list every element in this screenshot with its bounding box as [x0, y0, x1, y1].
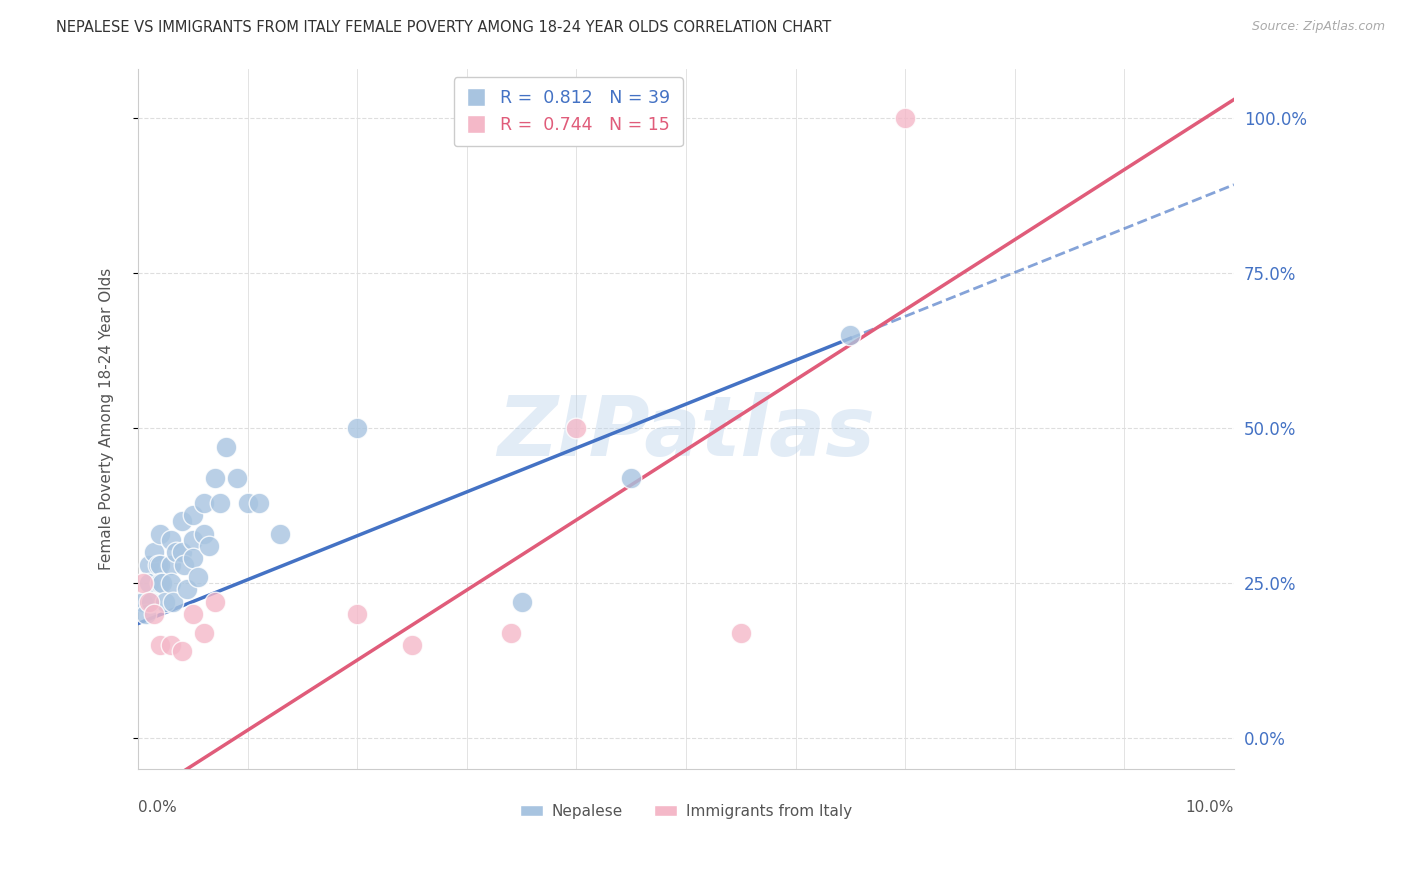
- Point: [499, 625, 522, 640]
- Point: [138, 595, 160, 609]
- Point: [132, 576, 155, 591]
- Point: [135, 607, 157, 622]
- Point: [162, 595, 184, 609]
- Text: NEPALESE VS IMMIGRANTS FROM ITALY FEMALE POVERTY AMONG 18-24 YEAR OLDS CORRELATI: NEPALESE VS IMMIGRANTS FROM ITALY FEMALE…: [56, 20, 831, 35]
- Point: [193, 526, 215, 541]
- Point: [236, 495, 259, 509]
- Point: [138, 576, 160, 591]
- Point: [209, 495, 232, 509]
- Point: [132, 595, 155, 609]
- Point: [149, 526, 172, 541]
- Point: [181, 607, 204, 622]
- Point: [170, 545, 193, 559]
- Point: [510, 595, 533, 609]
- Point: [730, 625, 752, 640]
- Point: [346, 421, 368, 435]
- Point: [193, 495, 215, 509]
- Point: [170, 644, 193, 658]
- Point: [198, 539, 221, 553]
- Point: [173, 558, 195, 572]
- Point: [181, 551, 204, 566]
- Legend: Nepalese, Immigrants from Italy: Nepalese, Immigrants from Italy: [513, 797, 858, 825]
- Point: [894, 111, 917, 125]
- Point: [149, 558, 172, 572]
- Point: [146, 558, 169, 572]
- Point: [143, 607, 166, 622]
- Point: [176, 582, 198, 597]
- Point: [149, 638, 172, 652]
- Text: 0.0%: 0.0%: [138, 800, 177, 815]
- Point: [565, 421, 588, 435]
- Point: [143, 545, 166, 559]
- Point: [620, 471, 643, 485]
- Point: [150, 576, 173, 591]
- Point: [160, 558, 183, 572]
- Point: [181, 533, 204, 547]
- Text: 10.0%: 10.0%: [1185, 800, 1234, 815]
- Point: [139, 595, 162, 609]
- Point: [247, 495, 270, 509]
- Point: [181, 508, 204, 522]
- Point: [346, 607, 368, 622]
- Point: [165, 545, 187, 559]
- Point: [193, 625, 215, 640]
- Point: [204, 471, 226, 485]
- Point: [155, 595, 177, 609]
- Point: [214, 440, 236, 454]
- Text: Source: ZipAtlas.com: Source: ZipAtlas.com: [1251, 20, 1385, 33]
- Point: [204, 595, 226, 609]
- Point: [160, 576, 183, 591]
- Point: [170, 514, 193, 528]
- Y-axis label: Female Poverty Among 18-24 Year Olds: Female Poverty Among 18-24 Year Olds: [100, 268, 114, 570]
- Point: [269, 526, 291, 541]
- Point: [839, 328, 862, 343]
- Text: ZIPatlas: ZIPatlas: [496, 392, 875, 474]
- Point: [160, 533, 183, 547]
- Point: [401, 638, 423, 652]
- Point: [149, 576, 172, 591]
- Point: [187, 570, 209, 584]
- Point: [225, 471, 247, 485]
- Point: [160, 638, 183, 652]
- Point: [138, 558, 160, 572]
